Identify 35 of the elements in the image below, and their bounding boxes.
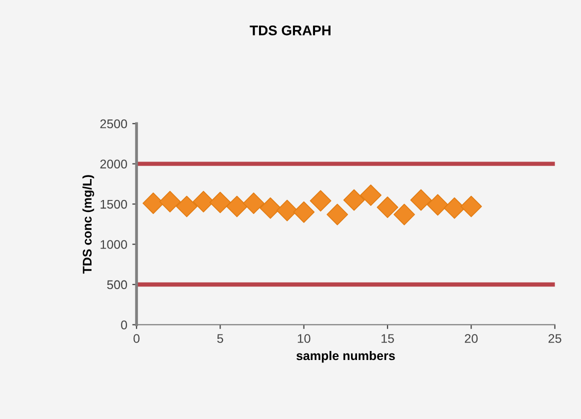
x-tick-label: 5: [217, 334, 224, 343]
y-tick-label: 0: [121, 320, 128, 330]
x-tick-label: 20: [464, 334, 478, 343]
x-tick-label: 0: [134, 334, 140, 343]
point: [226, 196, 248, 218]
chart-title: TDS GRAPH: [250, 26, 330, 36]
point: [293, 201, 315, 223]
point: [460, 196, 482, 218]
point: [176, 196, 198, 218]
point: [360, 184, 382, 206]
point: [343, 189, 365, 211]
x-tick-label: 15: [382, 334, 394, 343]
point: [394, 204, 415, 226]
y-axis-title: TDS conc (mg/L): [82, 175, 94, 274]
point: [159, 190, 181, 212]
point: [376, 196, 398, 218]
point: [276, 200, 298, 222]
y-tick-label: 500: [107, 280, 128, 290]
point: [260, 197, 282, 219]
point: [326, 204, 348, 226]
point: [192, 190, 214, 212]
x-tick-label: 25: [548, 334, 562, 343]
point: [310, 190, 332, 212]
point: [242, 192, 264, 214]
y-tick-label: 1000: [100, 240, 128, 249]
point: [410, 189, 432, 211]
point: [209, 192, 231, 214]
y-tick-label: 1500: [100, 200, 128, 209]
x-tick-label: 10: [298, 334, 310, 343]
x-axis-title: sample numbers: [296, 350, 395, 363]
point: [444, 197, 466, 219]
y-tick-label: 2500: [100, 119, 128, 128]
y-tick-label: 2000: [100, 160, 128, 168]
point: [427, 194, 448, 216]
point: [142, 192, 164, 214]
